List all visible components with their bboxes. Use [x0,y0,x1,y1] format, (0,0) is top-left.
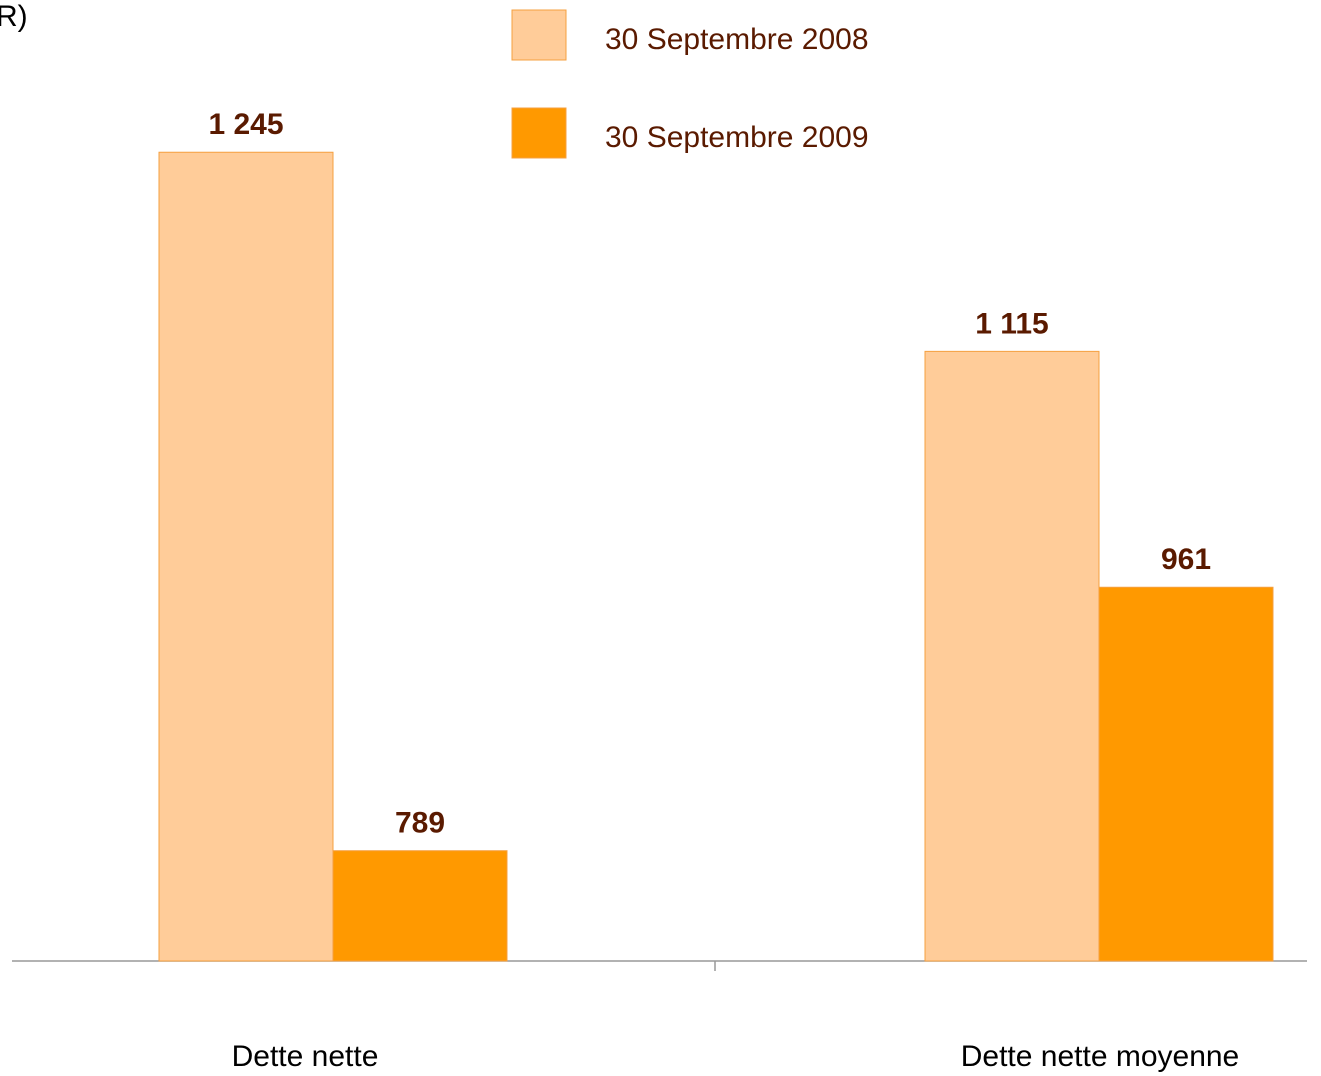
legend-swatch [511,9,567,61]
chart-title: R) [0,0,28,33]
bar [1098,586,1274,962]
bar [924,350,1100,962]
data-label: 961 [1161,543,1211,576]
legend-swatch [511,107,567,159]
legend-label: 30 Septembre 2008 [605,23,869,56]
data-label: 1 245 [208,108,283,141]
data-label: 1 115 [975,307,1048,340]
bar [332,850,508,962]
legend-label: 30 Septembre 2009 [605,121,869,154]
x-tick-label: Dette nette moyenne [961,1040,1240,1073]
data-label: 789 [395,807,445,840]
bar [158,151,334,962]
x-tick-label: Dette nette [232,1040,379,1073]
